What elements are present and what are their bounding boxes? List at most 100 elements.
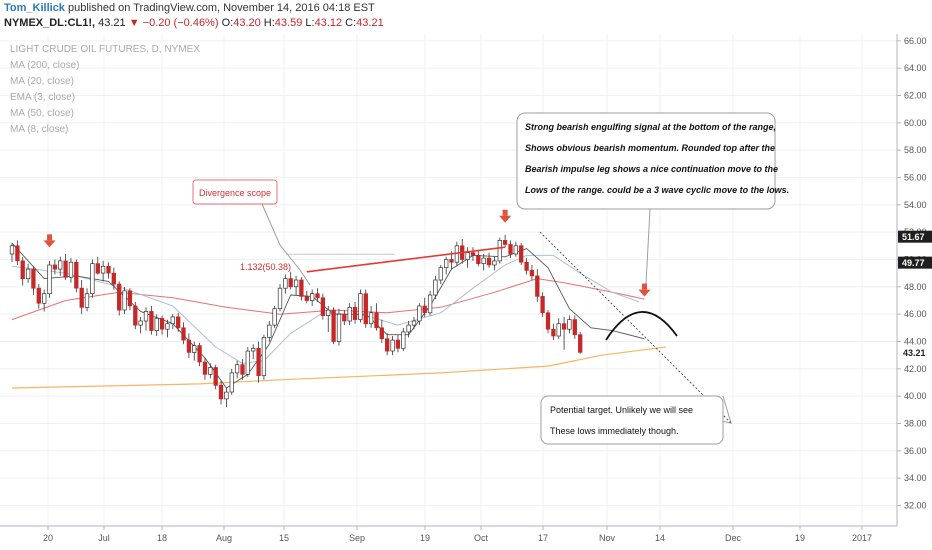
candle-down (111, 272, 116, 285)
candle-up (513, 245, 518, 255)
candle-up (433, 279, 438, 296)
down-arrow-head (43, 240, 56, 248)
y-tick-label: 56.00 (904, 173, 927, 183)
candle-down (470, 252, 476, 256)
y-tick-label: 46.00 (904, 309, 927, 319)
candle-down (256, 347, 261, 376)
high-label: H: (263, 17, 275, 29)
x-tick-label: Jul (98, 533, 110, 543)
x-tick-label: 2017 (852, 533, 872, 543)
candle-up (406, 324, 411, 333)
top-note-box[interactable] (516, 112, 776, 210)
candle-down (133, 305, 138, 326)
candle-down (79, 287, 84, 308)
down-arrow-shaft (641, 283, 647, 290)
candle-up (245, 350, 250, 375)
symbol-line: NYMEX_DL:CL1!, 43.21 ▼ −0.20 (−0.46%) O:… (4, 17, 384, 29)
divergence-trendline (306, 246, 506, 273)
candle-down (176, 316, 181, 329)
candle-up (293, 279, 299, 288)
divergence-pointer (261, 203, 311, 286)
candle-down (15, 245, 20, 262)
candle-up (42, 293, 47, 304)
price-change: −0.20 (−0.46%) (142, 17, 219, 29)
candle-down (572, 319, 577, 335)
x-tick-label: Sep (349, 533, 365, 543)
candle-up (68, 261, 74, 278)
candle-up (9, 245, 15, 255)
candle-down (63, 260, 68, 278)
target-note-box[interactable] (540, 395, 724, 445)
candle-up (170, 316, 175, 325)
candle-up (58, 260, 63, 270)
chart-title: LIGHT CRUDE OIL FUTURES, D, NYMEX (10, 44, 200, 55)
projection-line (539, 231, 732, 424)
chart-header: Tom_Killick published on TradingView.com… (0, 0, 932, 35)
candle-up (358, 293, 363, 321)
time-axis[interactable] (0, 526, 897, 550)
candle-down (476, 255, 481, 264)
legend-ma8[interactable]: MA (8, close) (10, 124, 68, 135)
candle-down (202, 361, 208, 375)
legend-ma50[interactable]: MA (50, close) (10, 108, 74, 119)
candle-up (208, 367, 213, 375)
legend-ma20[interactable]: MA (20, close) (10, 76, 74, 87)
y-tick-label: 36.00 (904, 446, 927, 456)
y-tick-label: 44.00 (904, 337, 927, 347)
candle-down (186, 339, 192, 353)
rounded-top-arc (605, 311, 678, 341)
x-tick-label: 15 (279, 533, 289, 543)
candle-down (218, 384, 224, 400)
candle-up (192, 345, 197, 353)
candle-up (567, 319, 572, 330)
down-arrow-icon (499, 209, 512, 223)
publish-text: published on TradingView.com, November 1… (68, 2, 375, 14)
candle-up (336, 313, 342, 342)
price-label-bg (898, 346, 932, 359)
high-value: 43.59 (274, 17, 303, 29)
y-tick-label: 66.00 (904, 36, 927, 46)
down-arrow-shaft (502, 209, 508, 216)
close-value: 43.21 (356, 17, 384, 29)
legend-ma200[interactable]: MA (200, close) (10, 60, 79, 71)
top-note-line-2: Shows obvious bearish momentum. Rounded … (525, 143, 775, 153)
candle-up (165, 323, 170, 330)
candle-up (497, 240, 502, 262)
candle-down (535, 275, 540, 297)
down-triangle-icon: ▼ (128, 17, 140, 29)
candle-up (122, 290, 127, 311)
last-price: 43.21 (98, 17, 126, 29)
candle-up (229, 372, 234, 393)
ma200-line (11, 346, 666, 389)
divergence-label-box[interactable] (192, 179, 278, 205)
candle-up (261, 337, 267, 377)
candle-down (213, 367, 218, 386)
candle-down (508, 244, 513, 255)
price-axis[interactable] (897, 34, 932, 526)
plot-area[interactable] (0, 34, 897, 526)
x-tick-label: Oct (474, 533, 489, 543)
top-note-callout: Strong bearish engulfing signal at the b… (516, 112, 789, 210)
candle-down (320, 297, 326, 316)
candle-up (277, 287, 283, 310)
author-link[interactable]: Tom_Killick (4, 2, 65, 14)
open-value: 43.20 (233, 17, 261, 29)
candle-down (117, 283, 122, 311)
y-tick-label: 58.00 (904, 145, 927, 155)
price-chart[interactable]: LIGHT CRUDE OIL FUTURES, D, NYMEX MA (20… (0, 34, 932, 550)
legend-ema3[interactable]: EMA (3, close) (10, 92, 75, 103)
candle-down (524, 261, 529, 271)
fib-label: 1.132(50.38) (240, 262, 291, 272)
symbol-name[interactable]: NYMEX_DL:CL1!, (4, 17, 96, 29)
candle-up (154, 317, 159, 331)
candle-up (272, 308, 277, 326)
x-tick-label: 17 (538, 533, 548, 543)
y-tick-label: 62.00 (904, 91, 927, 101)
candle-down (149, 311, 154, 331)
divergence-annotation: Divergence scope 1.132(50.38) (192, 179, 291, 272)
candle-down (342, 313, 347, 322)
candle-up (100, 265, 106, 274)
price-labels: 51.67 49.77 43.21 (898, 230, 932, 359)
target-note-line-2: These lows immediately though. (550, 426, 679, 436)
y-tick-label: 32.00 (904, 501, 927, 511)
